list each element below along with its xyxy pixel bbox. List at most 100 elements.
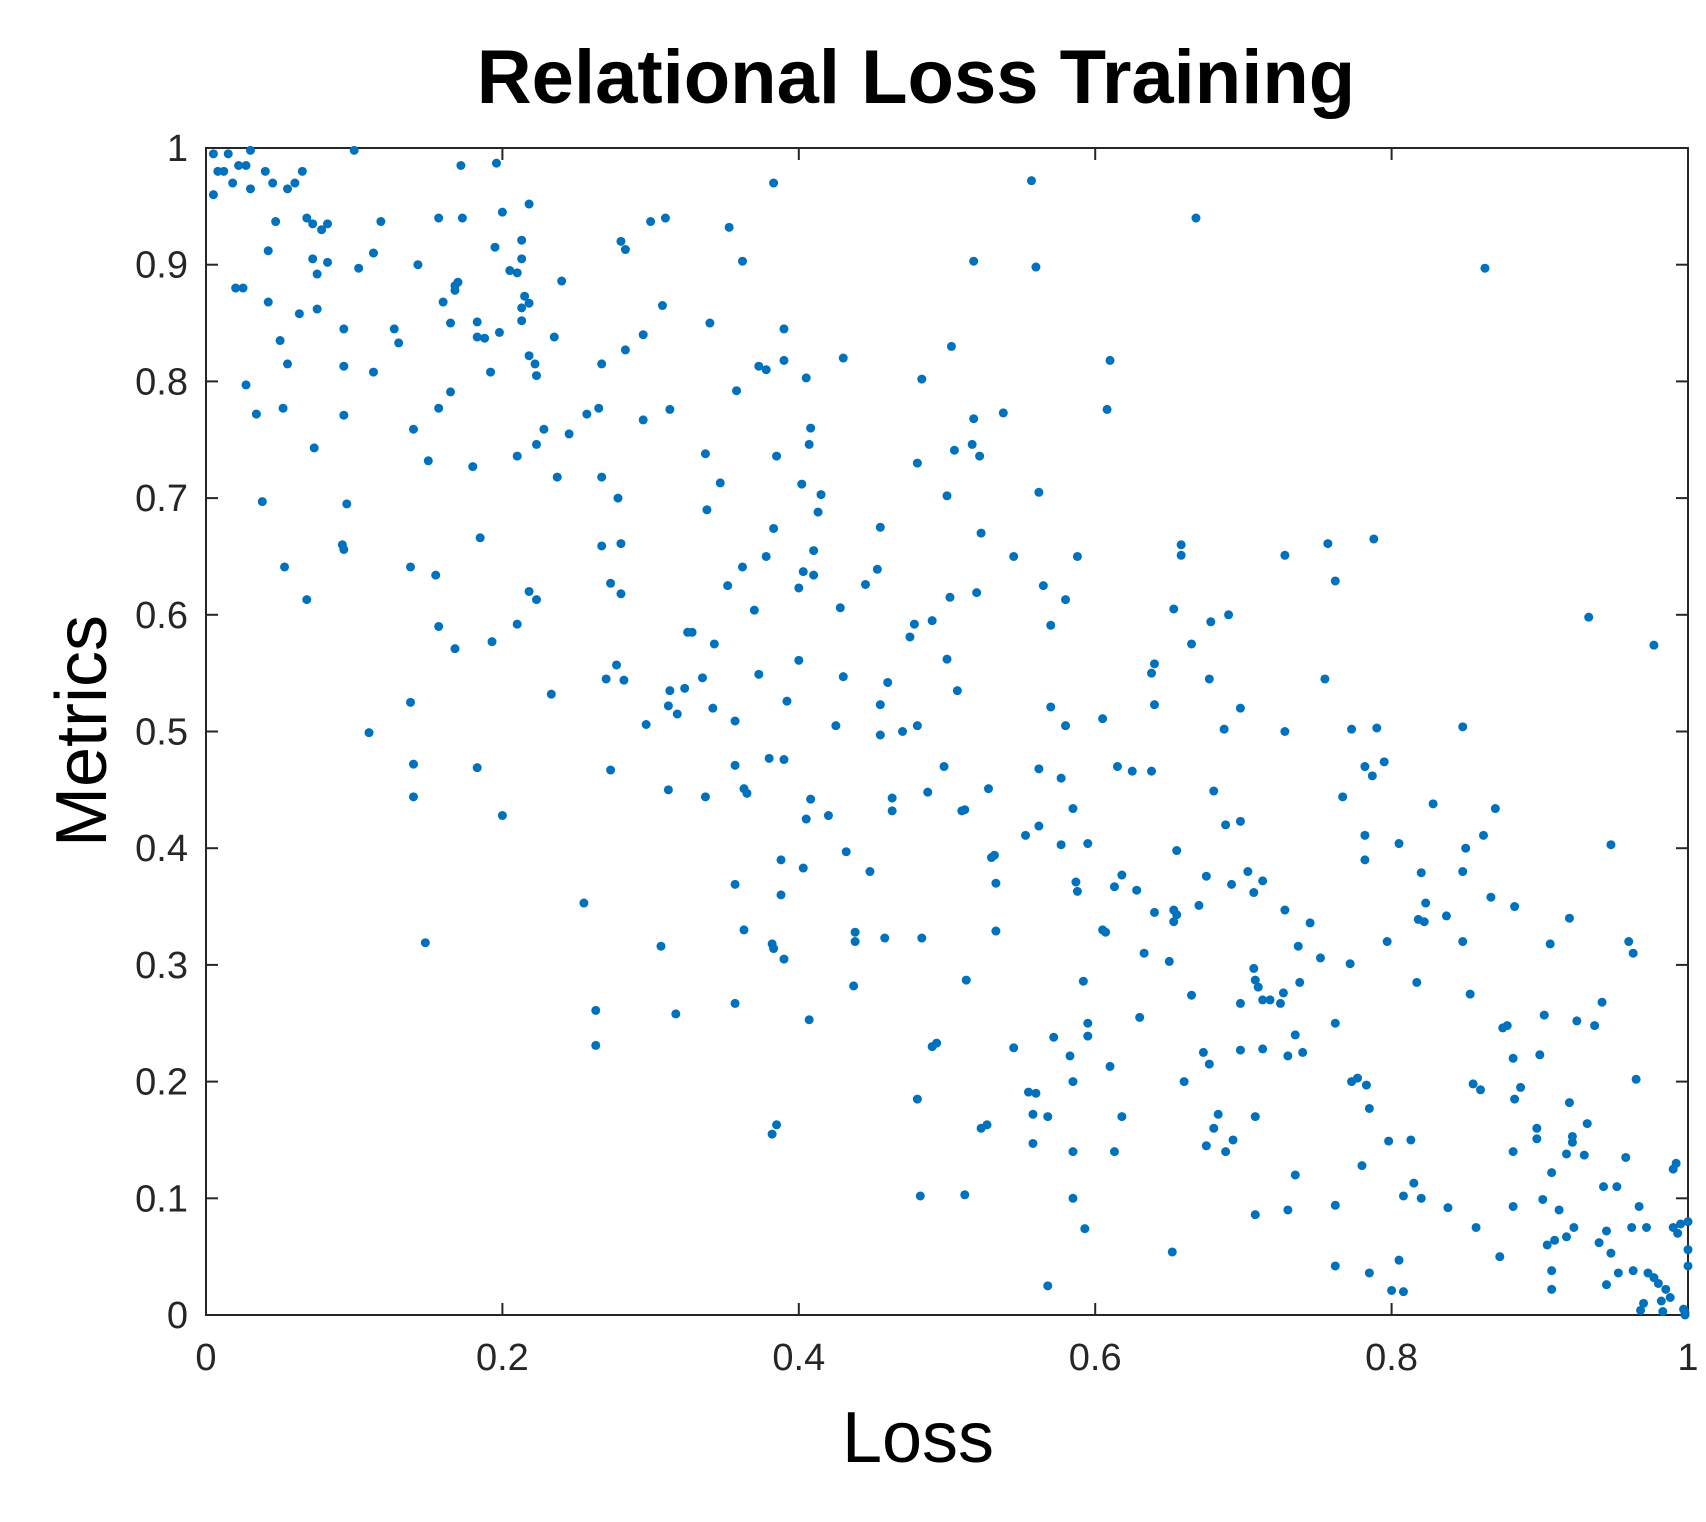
data-point bbox=[1495, 1252, 1505, 1262]
data-point bbox=[1486, 892, 1496, 902]
data-point bbox=[776, 890, 786, 900]
data-point bbox=[1235, 703, 1245, 713]
data-point bbox=[1243, 867, 1253, 877]
data-point bbox=[1360, 855, 1370, 865]
data-point bbox=[408, 759, 418, 769]
data-point bbox=[1191, 213, 1201, 223]
data-point bbox=[612, 660, 622, 670]
data-point bbox=[1105, 1061, 1115, 1071]
data-point bbox=[312, 304, 322, 314]
data-point bbox=[616, 589, 626, 599]
data-point bbox=[472, 332, 482, 342]
data-point bbox=[1204, 1059, 1214, 1069]
data-point bbox=[283, 359, 293, 369]
data-point bbox=[1443, 1203, 1453, 1213]
data-point bbox=[517, 316, 527, 326]
data-point bbox=[408, 424, 418, 434]
data-point bbox=[1590, 1021, 1600, 1031]
data-point bbox=[804, 1015, 814, 1025]
data-point bbox=[1478, 830, 1488, 840]
y-axis-label: Metrics bbox=[42, 615, 122, 847]
y-tick-label: 0.1 bbox=[135, 1178, 188, 1220]
data-point bbox=[1275, 998, 1285, 1008]
data-point bbox=[613, 493, 623, 503]
data-point bbox=[1083, 1018, 1093, 1028]
data-point bbox=[524, 298, 534, 308]
data-point bbox=[705, 318, 715, 328]
data-point bbox=[1204, 674, 1214, 684]
y-tick-label: 1 bbox=[167, 128, 188, 170]
data-point bbox=[406, 562, 416, 572]
data-point bbox=[638, 415, 648, 425]
data-point bbox=[1253, 982, 1263, 992]
data-point bbox=[413, 260, 423, 270]
x-tick-label: 0.2 bbox=[476, 1337, 529, 1379]
data-point bbox=[619, 675, 629, 685]
y-tick-labels: 0 0.1 0.2 0.3 0.4 0.5 0.6 0.7 0.8 0.9 1 bbox=[135, 128, 188, 1337]
data-point bbox=[730, 998, 740, 1008]
data-point bbox=[1046, 702, 1056, 712]
y-tick-label: 0.9 bbox=[135, 245, 188, 287]
data-point bbox=[1315, 953, 1325, 963]
data-point bbox=[1584, 612, 1594, 622]
data-point bbox=[531, 595, 541, 605]
data-point bbox=[939, 762, 949, 772]
data-point bbox=[1283, 1205, 1293, 1215]
data-point bbox=[809, 570, 819, 580]
data-point bbox=[323, 257, 333, 267]
data-point bbox=[665, 404, 675, 414]
data-point bbox=[898, 727, 908, 736]
data-point bbox=[1172, 910, 1182, 920]
data-point bbox=[663, 785, 673, 795]
data-point bbox=[1510, 902, 1520, 912]
data-point bbox=[302, 213, 312, 223]
data-point bbox=[494, 327, 504, 337]
data-point bbox=[1465, 989, 1475, 999]
data-point bbox=[1250, 1112, 1260, 1122]
data-point bbox=[431, 570, 441, 580]
data-point bbox=[1219, 724, 1229, 734]
data-point bbox=[912, 721, 922, 731]
data-point bbox=[1367, 771, 1377, 781]
data-point bbox=[779, 954, 789, 964]
data-point bbox=[1083, 1031, 1093, 1041]
data-point bbox=[1265, 995, 1275, 1005]
data-point bbox=[323, 219, 333, 229]
data-point bbox=[801, 373, 811, 383]
data-point bbox=[376, 217, 386, 227]
data-point bbox=[1665, 1292, 1675, 1302]
data-point bbox=[1510, 1094, 1520, 1104]
data-point bbox=[1083, 839, 1093, 849]
data-point bbox=[1550, 1235, 1560, 1245]
data-point bbox=[1109, 882, 1119, 892]
data-point bbox=[219, 166, 229, 176]
data-point bbox=[806, 423, 816, 433]
data-point bbox=[1572, 1016, 1582, 1026]
data-point bbox=[1569, 1222, 1579, 1232]
data-point bbox=[539, 424, 549, 434]
data-point bbox=[779, 324, 789, 334]
data-point bbox=[1009, 551, 1019, 561]
data-point bbox=[275, 336, 285, 346]
data-point bbox=[487, 637, 497, 647]
data-point bbox=[1072, 551, 1082, 561]
data-point bbox=[238, 283, 248, 293]
data-point bbox=[1258, 995, 1268, 1005]
data-point bbox=[779, 355, 789, 365]
data-point bbox=[991, 926, 1001, 936]
data-point bbox=[1579, 1150, 1589, 1160]
data-point bbox=[1601, 1226, 1611, 1236]
data-point bbox=[517, 303, 527, 313]
data-point bbox=[772, 451, 782, 461]
data-point bbox=[591, 1005, 601, 1015]
data-point bbox=[245, 184, 255, 194]
data-point bbox=[317, 225, 327, 235]
x-tick-label: 1 bbox=[1677, 1337, 1698, 1379]
data-point bbox=[1564, 913, 1574, 923]
y-tick-label: 0.3 bbox=[135, 945, 188, 987]
data-point bbox=[1639, 1298, 1649, 1308]
data-point bbox=[991, 878, 1001, 888]
data-point bbox=[638, 330, 648, 340]
data-point bbox=[263, 297, 273, 307]
data-point bbox=[524, 351, 534, 361]
